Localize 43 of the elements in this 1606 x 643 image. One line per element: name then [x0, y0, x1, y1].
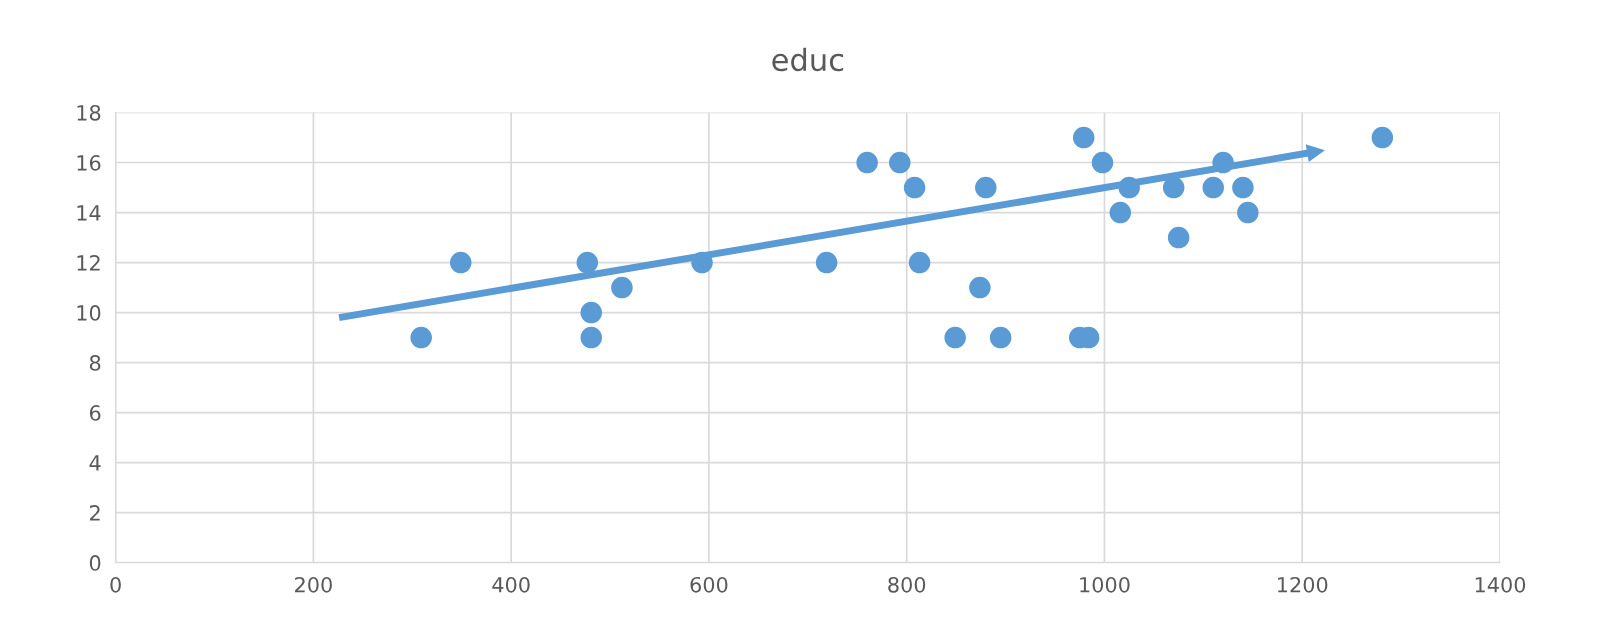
- y-tick-label: 4: [89, 455, 101, 471]
- point: [410, 326, 432, 349]
- point: [944, 326, 966, 349]
- x-tick-label: 600: [690, 576, 728, 593]
- point: [856, 151, 878, 174]
- point: [576, 251, 599, 274]
- point: [1162, 176, 1185, 199]
- chart-title: educ: [772, 47, 844, 72]
- y-tick-label: 18: [77, 104, 101, 121]
- y-tick-label: 2: [90, 505, 100, 521]
- point: [1072, 126, 1095, 149]
- point: [1167, 226, 1190, 249]
- point: [1109, 201, 1132, 224]
- y-tick-label: 16: [77, 154, 101, 171]
- point: [989, 326, 1012, 349]
- point: [969, 276, 991, 299]
- x-tick-label: 400: [492, 576, 530, 593]
- point: [580, 301, 603, 324]
- x-tick-label: 1000: [1080, 576, 1130, 593]
- point: [1091, 151, 1114, 174]
- y-tick-label: 14: [77, 205, 101, 221]
- point: [889, 151, 911, 174]
- x-tick-label: 800: [888, 576, 926, 593]
- point: [975, 176, 997, 199]
- x-tick-label: 200: [295, 576, 332, 593]
- y-tick-label: 8: [89, 355, 101, 371]
- point: [903, 176, 926, 199]
- x-tick-label: 1400: [1475, 576, 1526, 593]
- y-tick-label: 12: [77, 255, 100, 271]
- x-tick-label: 1200: [1278, 576, 1328, 593]
- y-tick-label: 6: [89, 405, 101, 421]
- point: [449, 251, 472, 274]
- point: [1232, 176, 1254, 199]
- y-tick-label: 10: [77, 305, 101, 321]
- point: [815, 251, 838, 274]
- point: [580, 326, 603, 349]
- y-tick-label: 0: [89, 555, 101, 571]
- point: [1202, 176, 1225, 199]
- point: [1371, 126, 1394, 149]
- x-tick-label: 0: [110, 576, 121, 593]
- point: [611, 276, 633, 299]
- point: [908, 251, 931, 274]
- point: [1237, 201, 1259, 224]
